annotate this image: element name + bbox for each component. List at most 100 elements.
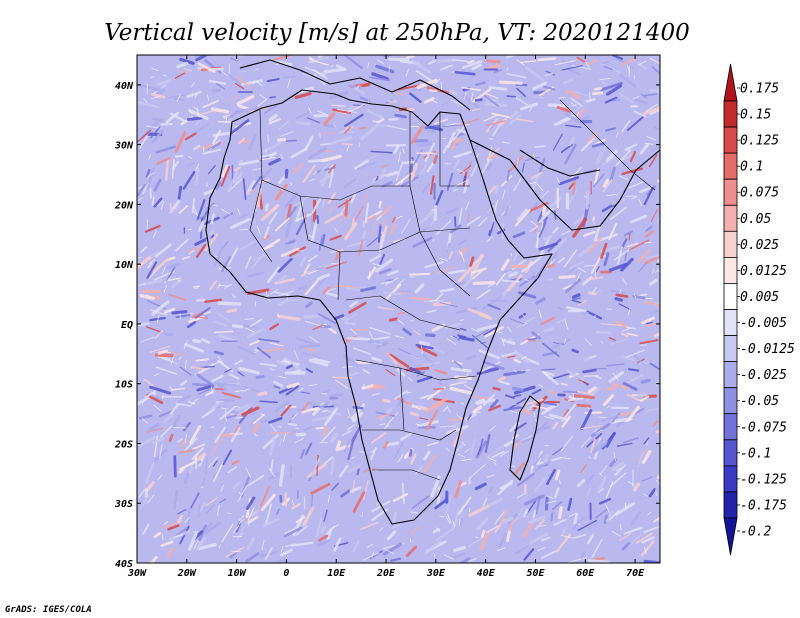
velocity-streak — [501, 279, 520, 283]
velocity-streak — [430, 475, 441, 498]
near-zero-contour — [583, 195, 587, 199]
near-zero-contour — [564, 338, 567, 343]
near-zero-contour — [207, 147, 213, 152]
velocity-streak — [638, 186, 653, 194]
velocity-streak — [386, 530, 397, 541]
velocity-streak — [363, 467, 376, 473]
near-zero-contour — [570, 102, 577, 107]
velocity-streak — [192, 443, 206, 450]
velocity-streak — [576, 403, 592, 408]
velocity-streak — [245, 255, 252, 269]
velocity-streak — [202, 148, 222, 155]
velocity-streak — [169, 402, 181, 415]
near-zero-contour — [231, 550, 241, 553]
velocity-streak — [608, 222, 618, 241]
velocity-streak — [385, 277, 399, 286]
velocity-streak — [587, 559, 610, 563]
velocity-streak — [362, 552, 380, 561]
velocity-streak — [295, 213, 312, 222]
near-zero-contour — [190, 398, 198, 405]
velocity-streak — [238, 159, 259, 166]
velocity-streak — [580, 409, 593, 431]
velocity-streak — [529, 174, 541, 193]
near-zero-contour — [499, 450, 509, 457]
velocity-streak — [205, 202, 216, 210]
velocity-streak — [320, 388, 331, 395]
velocity-streak — [503, 440, 514, 448]
velocity-streak — [268, 158, 281, 166]
velocity-streak — [221, 255, 232, 273]
near-zero-contour — [655, 479, 660, 486]
near-zero-contour — [164, 276, 172, 284]
velocity-streak — [397, 311, 406, 315]
velocity-streak — [488, 445, 503, 457]
near-zero-contour — [572, 393, 575, 400]
velocity-streak — [477, 446, 482, 456]
velocity-streak — [466, 213, 470, 222]
velocity-streak — [514, 209, 531, 227]
velocity-streak — [191, 447, 205, 460]
velocity-streak — [145, 168, 151, 179]
velocity-streak — [138, 414, 153, 420]
near-zero-contour — [361, 383, 366, 389]
near-zero-contour — [137, 257, 142, 259]
velocity-streak — [323, 67, 347, 74]
velocity-streak — [305, 367, 314, 374]
near-zero-contour — [277, 313, 280, 318]
velocity-streak — [458, 336, 475, 342]
velocity-streak — [316, 539, 330, 547]
velocity-streak — [209, 280, 217, 291]
velocity-streak — [566, 369, 584, 382]
velocity-streak — [152, 437, 165, 444]
velocity-streak — [558, 175, 580, 186]
velocity-streak — [435, 220, 452, 236]
velocity-streak — [620, 332, 629, 338]
near-zero-contour — [184, 434, 187, 443]
velocity-streak — [514, 422, 527, 432]
near-zero-contour — [253, 80, 255, 85]
near-zero-contour — [321, 410, 328, 413]
velocity-streak — [319, 164, 329, 174]
near-zero-contour — [459, 319, 464, 321]
velocity-streak — [467, 414, 472, 421]
velocity-streak — [274, 184, 288, 201]
velocity-streak — [541, 216, 549, 226]
near-zero-contour — [644, 142, 654, 145]
velocity-streak — [445, 207, 459, 215]
colorbar-label: -0.125 — [740, 472, 787, 487]
velocity-streak — [203, 188, 216, 196]
near-zero-contour — [150, 76, 155, 78]
velocity-streak — [454, 70, 476, 76]
velocity-streak — [221, 523, 234, 543]
near-zero-contour — [524, 278, 529, 281]
near-zero-contour — [330, 64, 334, 68]
velocity-streak — [362, 193, 368, 206]
near-zero-contour — [584, 338, 592, 346]
velocity-streak — [316, 454, 319, 477]
velocity-streak — [644, 230, 655, 238]
velocity-streak — [616, 467, 623, 472]
velocity-streak — [488, 86, 508, 91]
velocity-streak — [606, 363, 625, 367]
velocity-streak — [622, 437, 639, 444]
near-zero-contour — [163, 74, 167, 77]
velocity-streak — [182, 170, 196, 190]
velocity-streak — [137, 83, 161, 92]
velocity-streak — [177, 437, 184, 443]
velocity-streak — [611, 383, 630, 390]
velocity-streak — [151, 300, 170, 316]
near-zero-contour — [585, 62, 590, 68]
velocity-streak — [522, 522, 534, 539]
colorbar-label: -0.025 — [740, 368, 787, 383]
velocity-streak — [474, 482, 487, 491]
colorbar-swatch — [723, 152, 738, 180]
velocity-streak — [203, 310, 212, 315]
near-zero-contour — [611, 530, 622, 537]
velocity-streak — [385, 441, 400, 447]
near-zero-contour — [637, 60, 647, 66]
velocity-streak — [633, 407, 645, 416]
near-zero-contour — [461, 441, 466, 447]
velocity-streak — [415, 70, 436, 84]
near-zero-contour — [189, 111, 193, 115]
